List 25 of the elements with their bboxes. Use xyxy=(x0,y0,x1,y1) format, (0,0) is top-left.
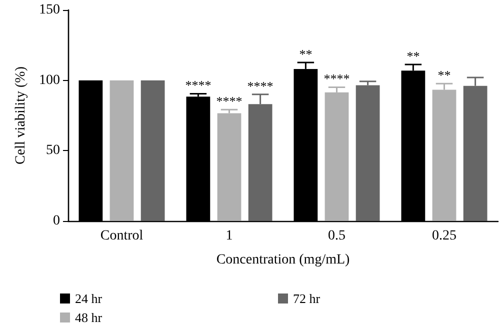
x-tick-label: 0.5 xyxy=(328,228,346,244)
legend-label: 24 hr xyxy=(75,291,103,306)
data-label: **** xyxy=(216,94,242,109)
legend-label: 48 hr xyxy=(75,310,103,325)
y-tick-label: 50 xyxy=(46,143,60,158)
data-label: ** xyxy=(299,46,312,62)
x-tick-label: 1 xyxy=(226,228,233,244)
data-label: **** xyxy=(247,78,274,94)
x-tick-label: Control xyxy=(100,228,144,244)
y-axis-title: Cell viability (%) xyxy=(14,66,28,164)
bar xyxy=(324,92,349,221)
y-tick-label: 100 xyxy=(39,72,60,88)
data-label: **** xyxy=(324,71,350,86)
data-label: ** xyxy=(438,68,451,83)
y-tick-label: 0 xyxy=(53,214,60,228)
bar xyxy=(217,113,242,221)
y-tick-label: 150 xyxy=(39,2,60,18)
data-label: **** xyxy=(185,78,212,93)
x-tick-label: 0.25 xyxy=(432,228,456,244)
bar xyxy=(110,80,134,221)
data-label: ** xyxy=(406,48,420,64)
legend-label: 72 hr xyxy=(293,291,321,306)
x-axis-title: Concentration (mg/mL) xyxy=(216,252,350,268)
bar xyxy=(140,80,165,221)
bar xyxy=(356,85,380,221)
